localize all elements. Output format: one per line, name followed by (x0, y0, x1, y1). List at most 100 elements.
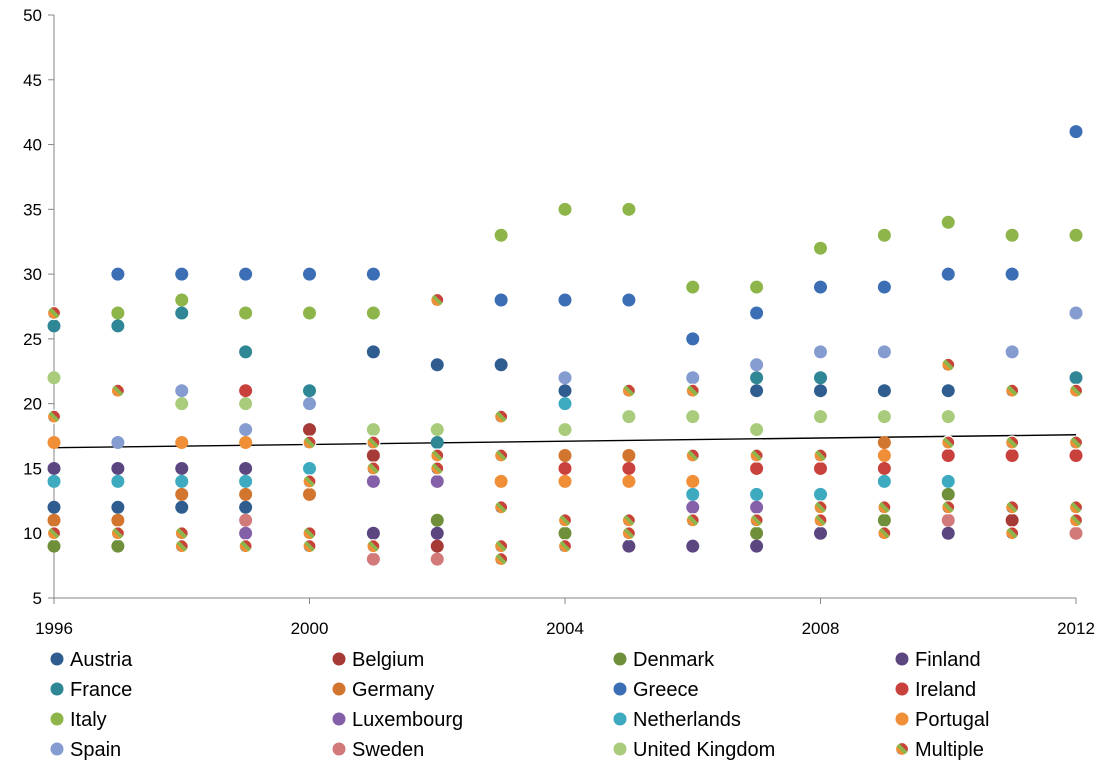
data-point (1069, 228, 1083, 242)
data-point (558, 397, 572, 411)
data-point (685, 448, 700, 463)
legend-item: Sweden (332, 739, 424, 761)
y-tick-label: 15 (23, 459, 42, 478)
y-tick-label: 45 (23, 71, 42, 90)
data-point (239, 384, 253, 398)
data-point (366, 267, 380, 281)
legend-item: Ireland (895, 679, 976, 701)
data-point (239, 513, 253, 527)
data-point (239, 423, 253, 437)
data-point (47, 461, 61, 475)
data-point (558, 448, 572, 462)
data-point (814, 410, 827, 424)
data-point (814, 487, 827, 501)
data-point (686, 500, 700, 514)
data-point (1069, 371, 1083, 385)
data-point (111, 513, 125, 527)
data-point (622, 539, 636, 553)
data-point (877, 461, 891, 475)
data-point (686, 332, 700, 346)
data-point (750, 526, 764, 540)
legend-item: Austria (50, 649, 133, 671)
data-point (558, 384, 572, 398)
data-point (303, 461, 316, 475)
data-point (303, 267, 316, 281)
series-austria (47, 345, 955, 514)
data-point (750, 371, 764, 385)
data-point (175, 474, 189, 488)
legend-label: Denmark (633, 649, 715, 671)
y-tick-label: 20 (23, 395, 42, 414)
data-point (239, 345, 253, 359)
legend-item: Portugal (895, 709, 990, 731)
legend-item: Spain (50, 739, 121, 761)
legend-marker (895, 652, 909, 666)
data-point (111, 539, 125, 553)
legend-marker (894, 741, 910, 757)
legend-label: Austria (70, 649, 133, 671)
data-point (366, 345, 380, 359)
series-france (47, 306, 1083, 450)
data-point (558, 474, 572, 488)
data-point (813, 500, 828, 515)
data-point (558, 423, 572, 437)
legend-label: France (70, 679, 132, 701)
data-point (239, 306, 253, 320)
data-point (302, 526, 317, 541)
data-point (558, 371, 572, 385)
data-point (239, 436, 253, 450)
series-sweden (239, 513, 1083, 566)
data-point (303, 487, 316, 501)
data-point (877, 513, 891, 527)
data-point (750, 487, 764, 501)
series-ireland (239, 384, 1083, 475)
legend-label: Luxembourg (352, 709, 463, 731)
y-tick-label: 40 (23, 136, 42, 155)
legend-item: Netherlands (613, 709, 741, 731)
data-point (1005, 500, 1020, 515)
legend-label: Multiple (915, 739, 984, 761)
data-points (46, 125, 1084, 567)
data-point (941, 526, 955, 540)
data-point (813, 513, 828, 528)
data-point (430, 448, 445, 463)
data-point (494, 409, 509, 424)
data-point (1005, 267, 1019, 281)
data-point (494, 293, 508, 307)
data-point (366, 461, 381, 476)
y-tick-label: 30 (23, 265, 42, 284)
data-point (110, 383, 125, 398)
data-point (175, 293, 189, 307)
legend-marker (895, 712, 909, 726)
data-point (622, 448, 636, 462)
data-point (366, 306, 380, 320)
x-tick-label: 1996 (35, 619, 73, 638)
data-point (366, 474, 380, 488)
data-point (1068, 383, 1084, 398)
data-point (111, 474, 125, 488)
data-point (686, 474, 700, 488)
series-greece (111, 125, 1083, 346)
data-point (239, 487, 253, 501)
data-point (941, 474, 955, 488)
data-point (814, 371, 827, 385)
data-point (111, 500, 125, 514)
data-point (303, 384, 316, 398)
data-point (303, 397, 316, 411)
x-tick-label: 2000 (291, 619, 329, 638)
legend-label: Germany (352, 679, 434, 701)
chart-axes: 5 10 15 20 25 30 35 40 45 50 1996 2000 2004 2008 2012 (23, 6, 1095, 638)
legend-item: Germany (332, 679, 434, 701)
data-point (557, 539, 573, 554)
data-point (622, 461, 636, 475)
data-point (750, 306, 764, 320)
data-point (1068, 513, 1084, 528)
data-point (430, 461, 445, 476)
data-point (813, 448, 828, 463)
data-point (239, 267, 253, 281)
data-point (750, 358, 764, 372)
legend-item: Belgium (332, 649, 424, 671)
legend-marker (332, 742, 346, 756)
data-point (686, 487, 700, 501)
